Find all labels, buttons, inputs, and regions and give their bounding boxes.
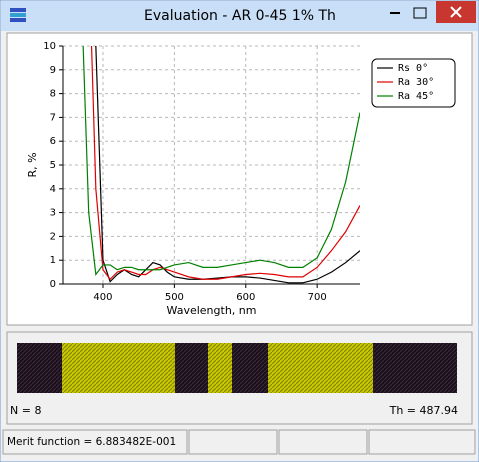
legend-label: Ra 30° (398, 77, 434, 88)
y-tick-label: 10 (43, 41, 56, 52)
y-tick-label: 8 (50, 89, 56, 100)
y-tick-label: 7 (50, 112, 56, 123)
x-tick-label: 700 (308, 292, 327, 303)
y-tick-label: 1 (50, 255, 56, 266)
maximize-button[interactable] (413, 7, 427, 19)
layer-structure (17, 343, 457, 393)
status-bar (2, 429, 476, 455)
y-tick-label: 4 (50, 184, 56, 195)
close-button[interactable] (436, 1, 476, 23)
total-thickness: Th = 487.94 (389, 404, 458, 417)
y-axis-label: R, % (26, 152, 39, 177)
x-tick-label: 500 (165, 292, 184, 303)
legend-label: Ra 45° (398, 91, 434, 102)
line-series (95, 46, 360, 284)
legend-items: Rs 0° Ra 30° Ra 45° (377, 63, 434, 102)
x-axis-label: Wavelength, nm (167, 304, 257, 317)
plot: 0 1 2 3 4 5 6 7 8 9 10 400 500 600 700 Wavelength, nm R,… (26, 41, 360, 317)
y-tick-label: 2 (50, 231, 56, 242)
title-bar (1, 1, 478, 31)
legend-label: Rs 0° (398, 63, 428, 74)
window-title: Evaluation - AR 0-45 1% Th (144, 8, 336, 24)
app-icon (10, 8, 26, 22)
minimize-button[interactable] (390, 12, 400, 14)
y-tick-label: 3 (50, 208, 56, 219)
y-tick-label: 0 (50, 279, 56, 290)
y-tick-label: 6 (50, 136, 56, 147)
line-series (90, 46, 360, 281)
legend (371, 58, 456, 108)
x-tick-label: 600 (236, 292, 255, 303)
y-tick-label: 9 (50, 65, 56, 76)
merit-function: Merit function = 6.883482E-001 (7, 436, 176, 448)
line-series (82, 46, 360, 277)
y-tick-label: 5 (50, 160, 56, 171)
x-tick-label: 400 (93, 292, 112, 303)
layer-count: N = 8 (10, 404, 41, 417)
